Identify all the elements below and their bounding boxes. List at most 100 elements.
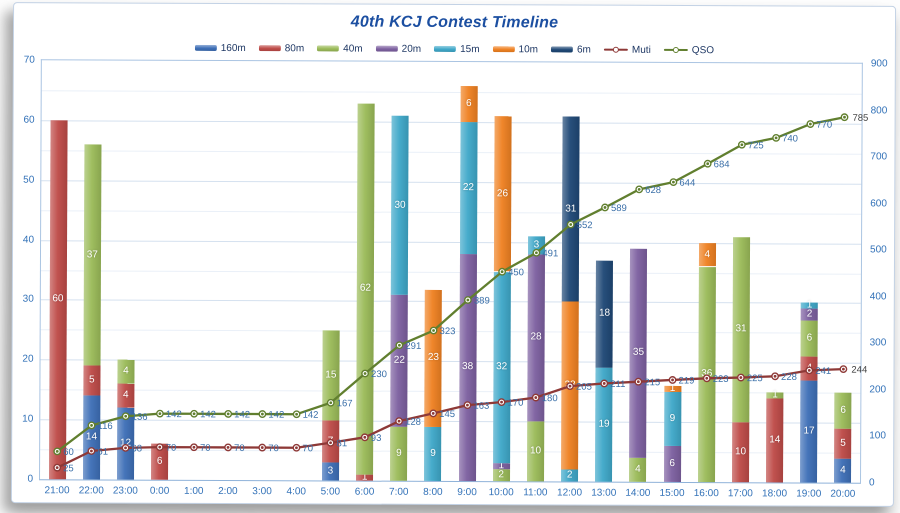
x-axis-label: 18:00 [762, 488, 788, 500]
legend-label: 6m [576, 44, 591, 56]
bar-segment-80m-22:00: 5 [83, 365, 101, 396]
legend-line-swatch [663, 46, 688, 53]
bar-segment-value: 26 [496, 187, 509, 199]
bar-segment-10m-15:00: 1 [663, 383, 682, 395]
bar-segment-40m-17:00: 31 [732, 236, 750, 423]
bar-segment-value: 12 [119, 437, 132, 449]
x-axis-label: 2:00 [218, 485, 238, 498]
y-axis-right-label: 800 [870, 104, 888, 116]
bar-segment-value: 5 [840, 437, 846, 449]
bar-segment-40m-22:00: 37 [83, 144, 102, 366]
bar-segment-20m-10:00: 1 [492, 460, 510, 471]
x-axis-label: 17:00 [727, 488, 753, 500]
bar-segment-40m-6:00: 62 [356, 103, 375, 475]
x-axis-label: 19:00 [796, 488, 822, 500]
legend-item-40m: 40m [317, 43, 363, 54]
legend-item-6m: 6m [550, 44, 591, 56]
legend-label: QSO [691, 44, 715, 56]
bar-segment-value: 30 [394, 199, 406, 211]
bar-segment-80m-18:00: 14 [766, 398, 784, 483]
bar-segment-15m-19:00: 1 [801, 300, 819, 311]
legend-label: Muti [631, 44, 651, 56]
legend-label: 160m [220, 42, 246, 54]
legend-item-160m: 160m [194, 42, 246, 54]
bar-segment-20m-9:00: 38 [458, 253, 477, 482]
bar-segment-value: 5 [88, 374, 95, 386]
legend-item-10m: 10m [492, 43, 539, 55]
legend-bar-swatch [375, 45, 398, 52]
x-axis-label: 10:00 [488, 487, 514, 499]
bar-segment-value: 31 [565, 203, 577, 215]
bar-segment-value: 14 [769, 434, 781, 446]
x-axis-label: 9:00 [457, 487, 477, 499]
y-axis-left-label: 50 [23, 174, 35, 186]
bar-segment-value: 22 [462, 181, 474, 193]
bar-segment-value: 28 [530, 331, 542, 343]
bar-segment-160m-23:00: 12 [116, 407, 135, 480]
x-axis-label: 22:00 [78, 485, 104, 497]
bar-segment-15m-10:00: 32 [492, 271, 511, 464]
bar-segment-value: 2 [566, 469, 573, 481]
bar-segment-160m-20:00: 4 [834, 458, 852, 483]
bar-segment-160m-5:00: 3 [321, 462, 339, 481]
y-axis-left-label: 30 [22, 294, 34, 306]
bar-segment-160m-22:00: 14 [82, 395, 101, 480]
bar-segment-value: 2 [498, 469, 505, 481]
bar-segment-15m-13:00: 19 [595, 367, 613, 482]
plot-area: 0 10 20 30 40 50 60 70 0 100 200 300 400 500 600 700 800… [14, 3, 895, 500]
y-axis-right-label: 100 [869, 430, 886, 442]
chart-card: 40th KCJ Contest Timeline 160m 80m 40m 20m 1… [10, 2, 897, 507]
bar-segment-value: 38 [462, 361, 474, 373]
legend-bar-swatch [492, 46, 515, 53]
bar-segment-80m-20:00: 5 [834, 428, 852, 459]
bar-segment-value: 35 [632, 347, 645, 359]
bar-segment-value: 4 [122, 389, 129, 401]
legend-label: 15m [460, 43, 480, 55]
bar-segment-value: 4 [704, 248, 711, 260]
legend-item-80m: 80m [258, 42, 305, 54]
y-axis-right-label: 300 [869, 337, 887, 349]
bar-segment-value: 4 [635, 463, 641, 475]
bar-segment-10m-9:00: 6 [460, 85, 478, 122]
bar-segment-80m-21:00: 60 [48, 120, 68, 480]
bar-segment-value: 9 [396, 447, 402, 459]
bar-segment-value: 62 [359, 283, 372, 295]
bar-segment-80m-17:00: 10 [731, 422, 750, 483]
x-axis-label: 4:00 [286, 486, 307, 498]
bar-segment-40m-16:00: 36 [697, 266, 716, 483]
legend-bar-swatch [317, 45, 340, 52]
bar-segment-value: 3 [533, 238, 540, 250]
legend-item-15m: 15m [434, 43, 480, 55]
x-axis-label: 6:00 [354, 486, 375, 498]
bar-segment-6m-12:00: 31 [561, 116, 580, 303]
legend-label: 80m [284, 42, 305, 54]
bar-segment-value: 6 [465, 97, 472, 109]
x-axis-label: 20:00 [830, 488, 856, 500]
bar-segment-value: 2 [806, 308, 813, 320]
y-axis-right-label: 600 [870, 198, 887, 210]
bar-segment-40m-20:00: 6 [834, 392, 852, 429]
x-axis-label: 16:00 [693, 488, 719, 500]
x-axis-label: 14:00 [625, 487, 651, 499]
x-axis-label: 1:00 [184, 485, 204, 497]
y-axis-right-label: 0 [868, 477, 875, 489]
x-axis-label: 0:00 [149, 485, 170, 497]
bar-segment-10m-10:00: 26 [493, 116, 512, 272]
bar-segment-15m-7:00: 30 [391, 115, 409, 296]
bar-segment-value: 6 [669, 457, 675, 469]
bar-segment-value: 1 [772, 389, 778, 401]
bar-segment-value: 60 [52, 293, 64, 305]
bar-segment-value: 31 [735, 323, 747, 335]
legend-label: 10m [518, 43, 539, 55]
y-axis-left-label: 60 [23, 114, 35, 126]
bar-segment-20m-11:00: 28 [527, 253, 545, 422]
bar-segment-value: 1 [669, 383, 676, 395]
bar-segment-15m-15:00: 9 [663, 392, 681, 447]
legend-item-20m: 20m [375, 43, 421, 54]
y-axis-right-label: 400 [869, 291, 887, 303]
bar-segment-40m-11:00: 10 [526, 421, 545, 482]
bar-segment-6m-13:00: 18 [595, 260, 614, 368]
bar-segment-40m-23:00: 4 [117, 359, 135, 384]
bar-segment-40m-7:00: 9 [390, 426, 408, 481]
